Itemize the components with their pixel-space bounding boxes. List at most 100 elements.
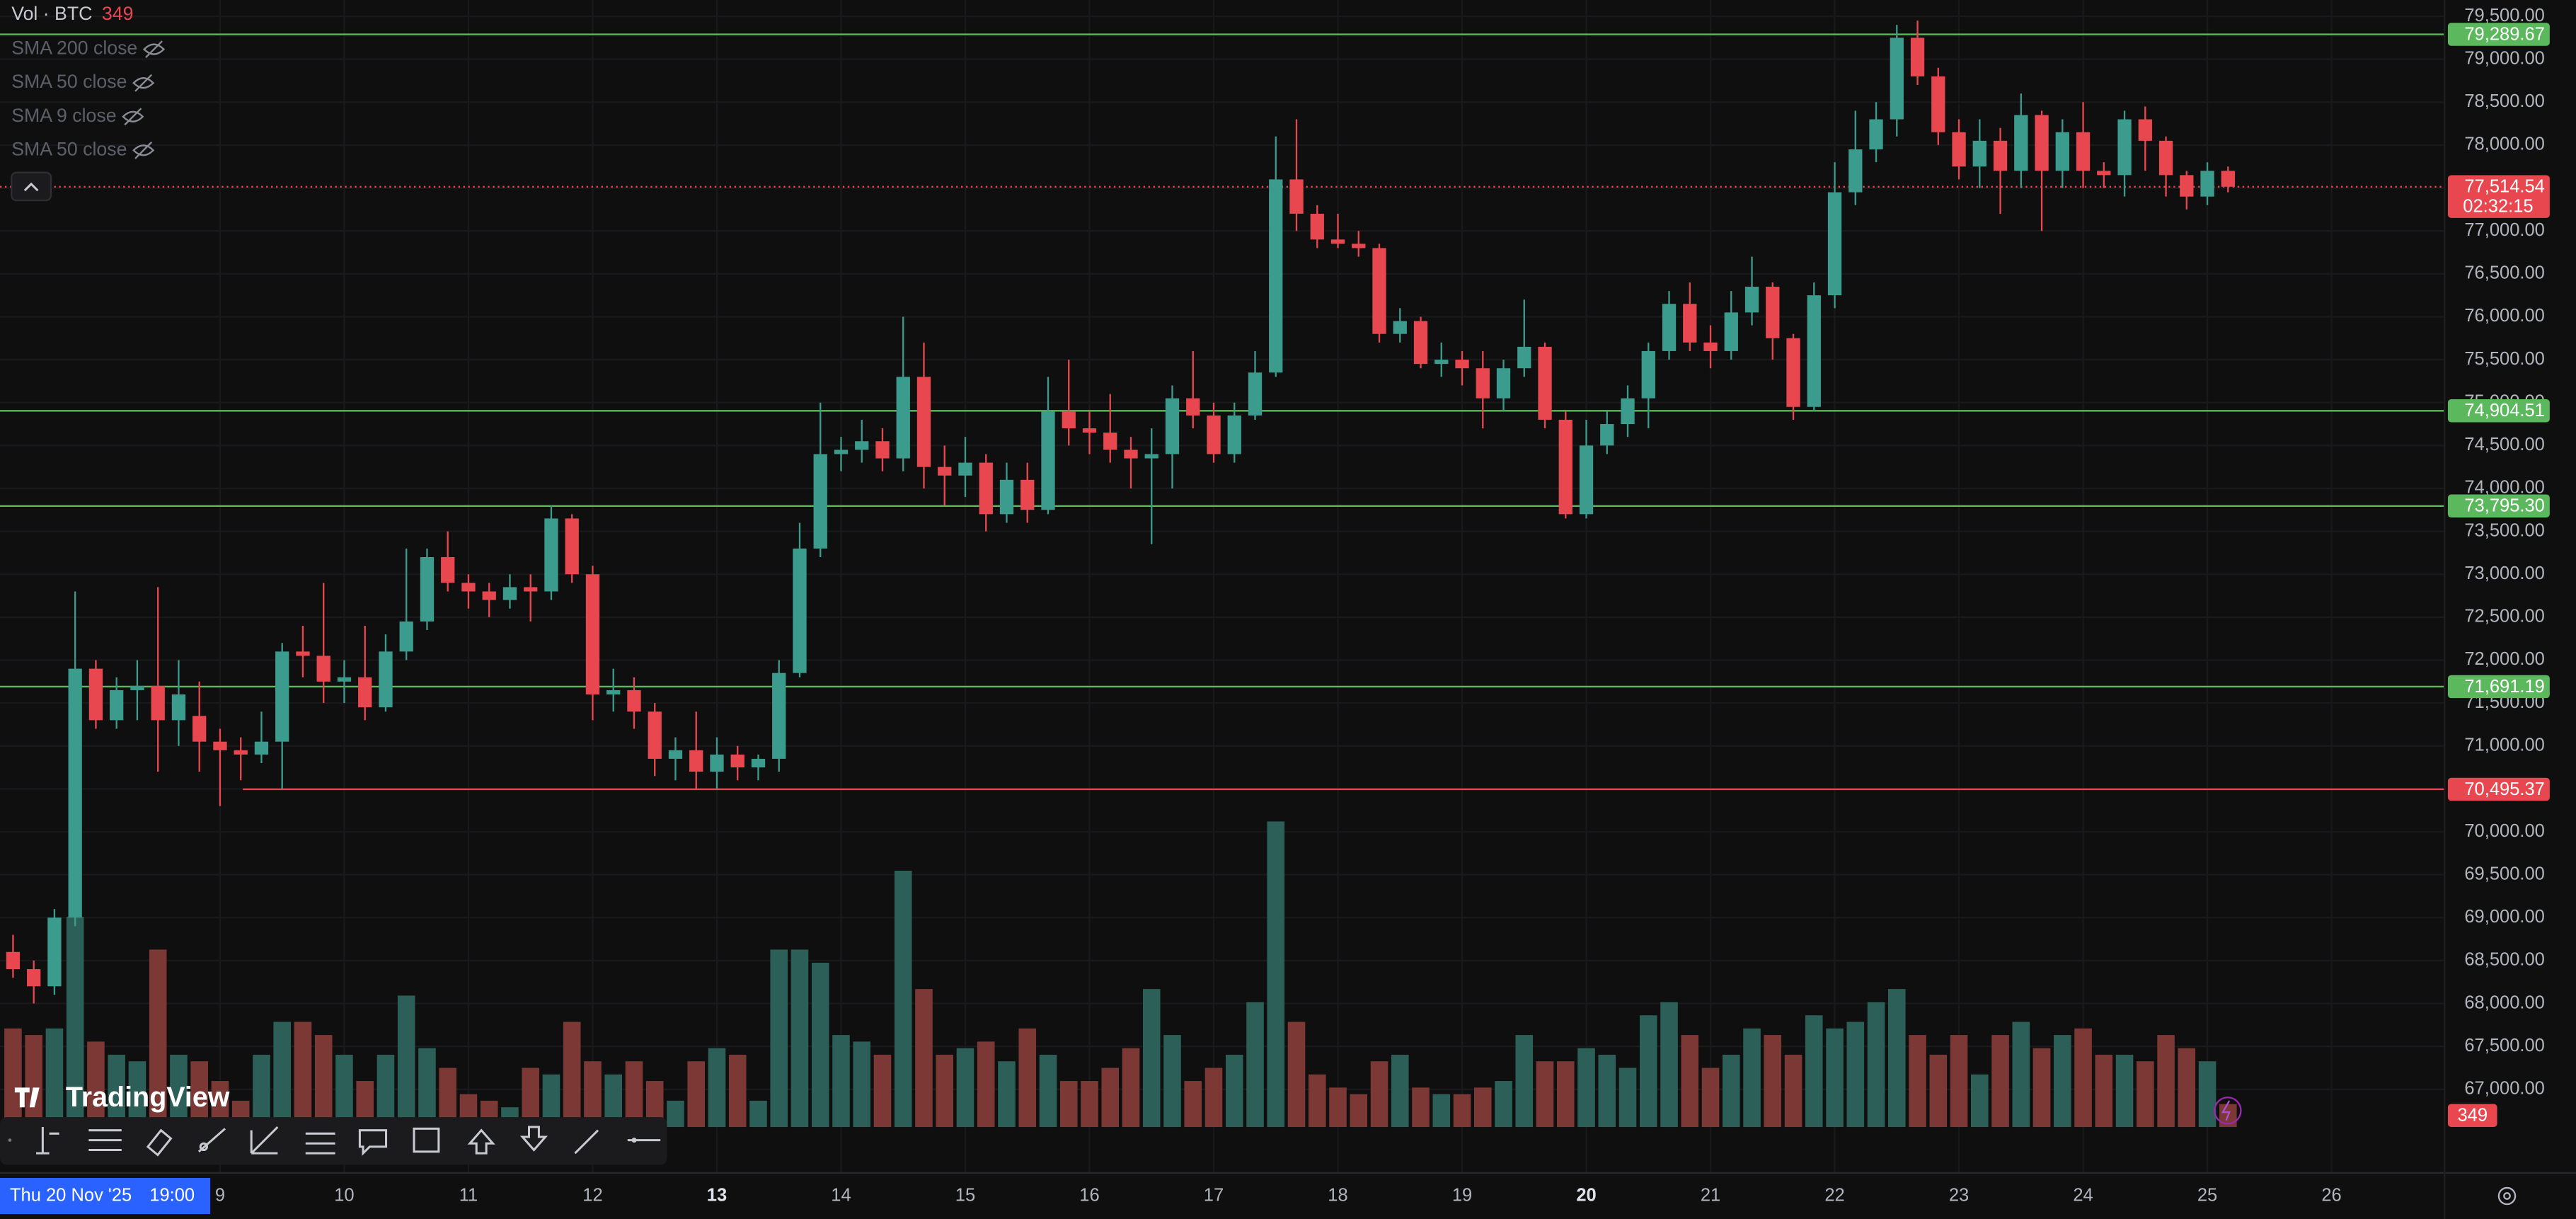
hidden-eye-icon[interactable] bbox=[132, 74, 155, 92]
y-tick-label: 72,000.00 bbox=[2464, 649, 2545, 669]
tool-down[interactable] bbox=[519, 1126, 548, 1152]
tool-brush[interactable] bbox=[574, 1129, 599, 1155]
alert-circle[interactable] bbox=[2214, 1097, 2242, 1125]
candle-body bbox=[1662, 304, 1677, 351]
volume-bar bbox=[253, 1054, 270, 1128]
cursor-date: Thu 20 Nov '25 bbox=[10, 1185, 132, 1205]
indicator-item: SMA 50 close bbox=[11, 71, 155, 92]
volume-bar bbox=[1681, 1035, 1699, 1128]
tool-lines[interactable] bbox=[88, 1129, 122, 1152]
settings-gear[interactable] bbox=[2497, 1186, 2517, 1206]
tool-note[interactable] bbox=[358, 1129, 388, 1156]
volume-bar bbox=[832, 1035, 850, 1128]
candle-body bbox=[710, 754, 724, 772]
candle-body bbox=[916, 377, 931, 467]
candle-body bbox=[772, 673, 786, 759]
volume-bar bbox=[1805, 1015, 1823, 1128]
eye-slash bbox=[134, 74, 153, 92]
candle-body bbox=[1227, 415, 1241, 454]
volume-bar bbox=[418, 1048, 436, 1128]
candle-body bbox=[1910, 38, 1925, 76]
candle-body bbox=[1330, 239, 1345, 244]
candle-body bbox=[2158, 140, 2173, 176]
y-tick-label: 75,500.00 bbox=[2464, 349, 2545, 369]
candle-body bbox=[461, 583, 476, 592]
tool-up[interactable] bbox=[467, 1128, 495, 1155]
tool-icon bbox=[197, 1128, 226, 1152]
volume-label: 349 bbox=[2457, 1106, 2488, 1126]
tool-fib[interactable] bbox=[250, 1126, 279, 1155]
tool-cursor[interactable] bbox=[36, 1127, 59, 1155]
candle-body bbox=[855, 441, 869, 450]
x-tick-label: 23 bbox=[1949, 1185, 1969, 1205]
collapse-box[interactable] bbox=[11, 171, 52, 202]
candle-body bbox=[275, 651, 289, 742]
volume-bar bbox=[1950, 1035, 1968, 1128]
y-tick-label: 79,000.00 bbox=[2464, 48, 2545, 68]
settings-icon[interactable] bbox=[2497, 1186, 2517, 1206]
volume-bar bbox=[790, 949, 809, 1128]
candle-body bbox=[1041, 411, 1055, 510]
y-tick-label: 72,500.00 bbox=[2464, 607, 2545, 626]
candle-body bbox=[399, 621, 413, 652]
alert-icon[interactable] bbox=[2214, 1097, 2242, 1125]
candle-body bbox=[1372, 248, 1386, 334]
grid bbox=[0, 0, 2445, 1174]
candle-body bbox=[2117, 119, 2132, 176]
tool-pitch[interactable] bbox=[305, 1132, 335, 1155]
alert-bolt bbox=[2221, 1100, 2231, 1121]
candle-body bbox=[420, 556, 435, 622]
legend-volume: 349 bbox=[102, 3, 134, 24]
indicator-label: SMA 50 close bbox=[11, 138, 127, 159]
collapse-button[interactable] bbox=[11, 171, 52, 202]
volume-bar bbox=[1743, 1028, 1761, 1128]
candle-body bbox=[110, 689, 124, 721]
hidden-eye-icon[interactable] bbox=[132, 141, 155, 159]
candle-body bbox=[1827, 192, 1842, 296]
y-tick-label: 77,000.00 bbox=[2464, 220, 2545, 240]
tool-hline[interactable] bbox=[627, 1138, 661, 1143]
y-tick-label: 73,000.00 bbox=[2464, 563, 2545, 583]
tool-eraser[interactable] bbox=[146, 1128, 173, 1157]
tool-icon bbox=[519, 1126, 548, 1152]
volume-bar bbox=[1867, 1002, 1885, 1128]
candle-body bbox=[585, 574, 600, 694]
volume-bar bbox=[1660, 1002, 1678, 1128]
tool-icon bbox=[631, 1138, 637, 1143]
level-label: 70,495.37 bbox=[2464, 779, 2545, 799]
volume-bar bbox=[1826, 1028, 1844, 1128]
candle-body bbox=[213, 741, 227, 750]
candle-body bbox=[1082, 428, 1097, 433]
logo: TradingView bbox=[14, 1082, 230, 1113]
volume-bar bbox=[1059, 1081, 1078, 1128]
level-label: 74,904.51 bbox=[2464, 401, 2545, 420]
candle-body bbox=[6, 951, 21, 970]
collapse-icon bbox=[23, 182, 39, 192]
y-tick-label: 69,000.00 bbox=[2464, 907, 2545, 927]
volume-bar bbox=[1515, 1035, 1534, 1128]
y-tick-label: 73,500.00 bbox=[2464, 520, 2545, 540]
hidden-eye-icon[interactable] bbox=[142, 40, 166, 59]
volume-bar bbox=[1598, 1054, 1616, 1128]
candle-body bbox=[1993, 140, 2008, 171]
candle-body bbox=[1352, 244, 1366, 248]
level-box bbox=[2447, 23, 2550, 46]
candle-body bbox=[813, 454, 827, 549]
volume-bar bbox=[687, 1061, 706, 1128]
candle-body bbox=[482, 591, 496, 600]
volume-bar bbox=[811, 962, 829, 1128]
volume-bar bbox=[1370, 1061, 1388, 1128]
candle-body bbox=[192, 716, 207, 742]
tool-rect[interactable] bbox=[413, 1127, 440, 1153]
volume-bar bbox=[584, 1061, 602, 1128]
hidden-eye-icon[interactable] bbox=[122, 108, 144, 126]
tool-trend[interactable] bbox=[197, 1128, 226, 1152]
candle-body bbox=[648, 711, 662, 759]
volume-bar bbox=[1618, 1068, 1637, 1128]
x-tick-label: 13 bbox=[707, 1185, 727, 1205]
volume-bar bbox=[335, 1054, 353, 1128]
candle-body bbox=[958, 462, 972, 476]
candle-body bbox=[979, 462, 993, 515]
candle-body bbox=[1413, 321, 1428, 365]
volume-bar bbox=[563, 1021, 581, 1128]
